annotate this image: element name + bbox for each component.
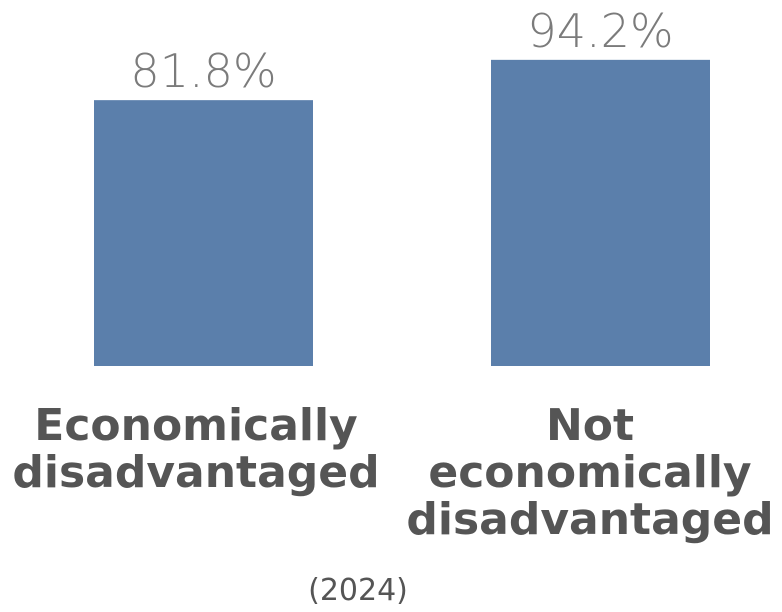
bar-1 [94,100,313,367]
year-note: (2024) [308,573,408,608]
bars-layer [94,59,710,367]
value-labels-layer: 81.8% 94.2% [130,4,673,98]
category-label-1-line-2: disadvantaged [12,447,379,498]
category-label-2-line-1: Not [546,400,634,451]
category-label-2-line-3: disadvantaged [406,494,773,545]
category-label-1-line-1: Economically [34,400,357,451]
bar-2 [491,59,710,366]
category-labels-layer: EconomicallydisadvantagedNoteconomically… [12,400,773,545]
category-label-2-line-2: economically [428,447,751,498]
value-label-1: 81.8% [130,44,276,98]
value-label-2: 94.2% [527,4,673,58]
